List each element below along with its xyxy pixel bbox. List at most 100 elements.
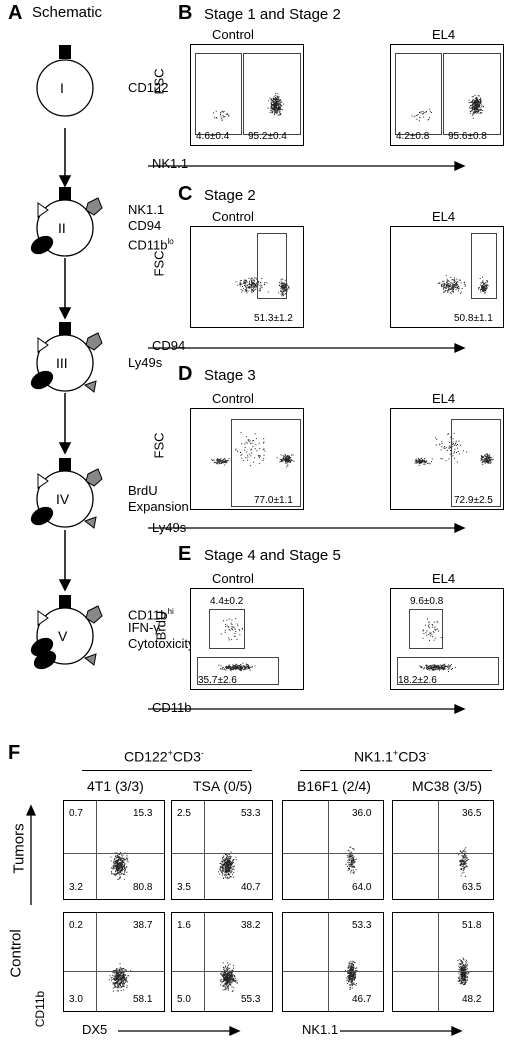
panelB-plot-0-gate-1: 95.2±0.4: [248, 131, 287, 142]
stage-2-label-1: NK1.1: [128, 202, 165, 217]
f-tumors-plot-1-q2: 3.5: [177, 882, 191, 893]
row-label-control: Control: [7, 929, 25, 978]
stage-1-roman: I: [60, 80, 64, 96]
panelE-plot-0-gate-1: 35.7±2.6: [198, 675, 237, 686]
panelD-plot-0: [190, 408, 304, 510]
scatter-dots: [220, 962, 239, 992]
stage-3-label: Ly49s: [128, 355, 163, 370]
panelE-plot-1-title: EL4: [432, 571, 456, 586]
stage-2-roman: II: [58, 220, 66, 236]
scatter-dots: [345, 960, 358, 990]
f-tumors-plot-1-q0: 2.5: [177, 808, 191, 819]
group-2-sup2: -: [426, 748, 430, 758]
col-label-b16f1: B16F1 (2/4): [297, 778, 371, 794]
x-axis-dx5: DX5: [82, 1022, 108, 1037]
stage-2-label-3: CD11blo: [128, 234, 174, 253]
panelB-plot-0-gate-0: 4.6±0.4: [196, 131, 230, 142]
panelC-ylabel: FSC: [151, 250, 167, 277]
panelC-plot-0-title: Control: [212, 209, 254, 224]
cell-stage-4: [30, 458, 103, 529]
f-tumors-plot-1: [171, 800, 273, 900]
panelE-plot-1: [390, 588, 504, 690]
group-2-label-text: NK1.1: [354, 748, 393, 765]
panel-f-letter: F: [8, 742, 21, 764]
panelB-plot-0-title: Control: [212, 27, 254, 42]
panelB-ylabel: FSC: [151, 68, 167, 95]
f-control-plot-0-q2: 3.0: [69, 994, 83, 1005]
panelE-plot-0-gate-0: 4.4±0.2: [210, 596, 244, 607]
stage-5-label-sup: hi: [167, 607, 174, 616]
panelB-letter: B: [178, 2, 193, 24]
f-control-plot-3: [392, 912, 494, 1012]
row-label-tumors: Tumors: [10, 823, 28, 874]
scatter-dots: [110, 852, 129, 880]
f-control-plot-1-q1: 38.2: [241, 920, 261, 931]
panelE-plot-1-gate-0: 9.6±0.8: [410, 596, 444, 607]
panelD-letter: D: [178, 363, 193, 385]
panelB-title: Stage 1 and Stage 2: [204, 6, 341, 23]
panelC-plot-0: [190, 226, 304, 328]
panelE-plot-0-title: Control: [212, 571, 254, 586]
panelB-xlabel: NK1.1: [152, 156, 189, 171]
group-1-sup2: -: [200, 748, 204, 758]
stage-2-label-sup: lo: [167, 237, 174, 246]
f-control-plot-1: [171, 912, 273, 1012]
panelD-plot-1: [390, 408, 504, 510]
f-tumors-plot-2-q1: 36.0: [352, 808, 372, 819]
cell-stage-3: [30, 322, 103, 393]
panelE-plot-1-gate-1: 18.2±2.6: [398, 675, 437, 686]
f-tumors-plot-3-q3: 63.5: [462, 882, 482, 893]
panelB-plot-1-gate-0: 4.2±0.8: [396, 131, 430, 142]
stage-3-roman: III: [56, 355, 68, 371]
scatter-dots: [218, 618, 256, 672]
scatter-dots: [419, 618, 456, 672]
f-control-plot-3-q1: 51.8: [462, 920, 482, 931]
group-2-label2: CD3: [398, 748, 427, 765]
scatter-dots: [414, 432, 494, 466]
scatter-dots: [411, 94, 484, 122]
f-tumors-plot-0-q1: 15.3: [133, 808, 153, 819]
f-control-plot-2-q1: 53.3: [352, 920, 372, 931]
stage-5-label-1-text: CD11b: [128, 607, 168, 623]
stage-4-label-1: BrdU: [128, 483, 158, 498]
col-label-tsa: TSA (0/5): [193, 778, 253, 794]
f-tumors-plot-2-q3: 64.0: [352, 882, 372, 893]
panelD-plot-1-gate-0: 72.9±2.5: [454, 495, 493, 506]
group-1-sup: +: [167, 748, 173, 758]
y-axis-cd11b: CD11b: [33, 990, 48, 1028]
f-control-plot-0-q0: 0.2: [69, 920, 83, 931]
f-control-plot-3-q3: 48.2: [462, 994, 482, 1005]
scatter-dots: [218, 851, 237, 879]
col-label-mc38: MC38 (3/5): [412, 778, 483, 794]
group-1-label2: CD3: [172, 748, 201, 765]
panelC-plot-1: [390, 226, 504, 328]
f-control-plot-0-q3: 58.1: [133, 994, 153, 1005]
panelE-ylabel: BrdU: [153, 610, 169, 641]
group-1-label: CD122+CD3-: [124, 748, 204, 765]
panelE-plot-0: [190, 588, 304, 690]
group-2-label: NK1.1+CD3-: [354, 748, 429, 765]
panelC-letter: C: [178, 183, 193, 205]
cell-stage-1: [36, 45, 94, 117]
f-control-plot-0: [63, 912, 165, 1012]
stage-2-label-3-text: CD11b: [128, 237, 168, 253]
f-control-plot-1-q2: 5.0: [177, 994, 191, 1005]
panelB-plot-1-title: EL4: [432, 27, 456, 42]
f-tumors-plot-0-q3: 80.8: [133, 882, 153, 893]
panel-a-letter: A: [8, 2, 23, 24]
scatter-dots: [213, 92, 285, 121]
col-label-4t1: 4T1 (3/3): [87, 778, 144, 794]
panelC-xlabel: CD94: [152, 338, 186, 353]
x-axis-nk11: NK1.1: [302, 1022, 339, 1037]
stage-1-label: CD122: [128, 80, 169, 95]
panelD-plot-1-title: EL4: [432, 391, 456, 406]
f-tumors-plot-1-q1: 53.3: [241, 808, 261, 819]
f-tumors-plot-0-q0: 0.7: [69, 808, 83, 819]
f-control-plot-1-q3: 55.3: [241, 994, 261, 1005]
f-control-plot-2-q3: 46.7: [352, 994, 372, 1005]
panelD-plot-0-title: Control: [212, 391, 254, 406]
panel-a-title: Schematic: [32, 4, 103, 21]
f-tumors-plot-0: [63, 800, 165, 900]
panelE-letter: E: [178, 543, 192, 565]
